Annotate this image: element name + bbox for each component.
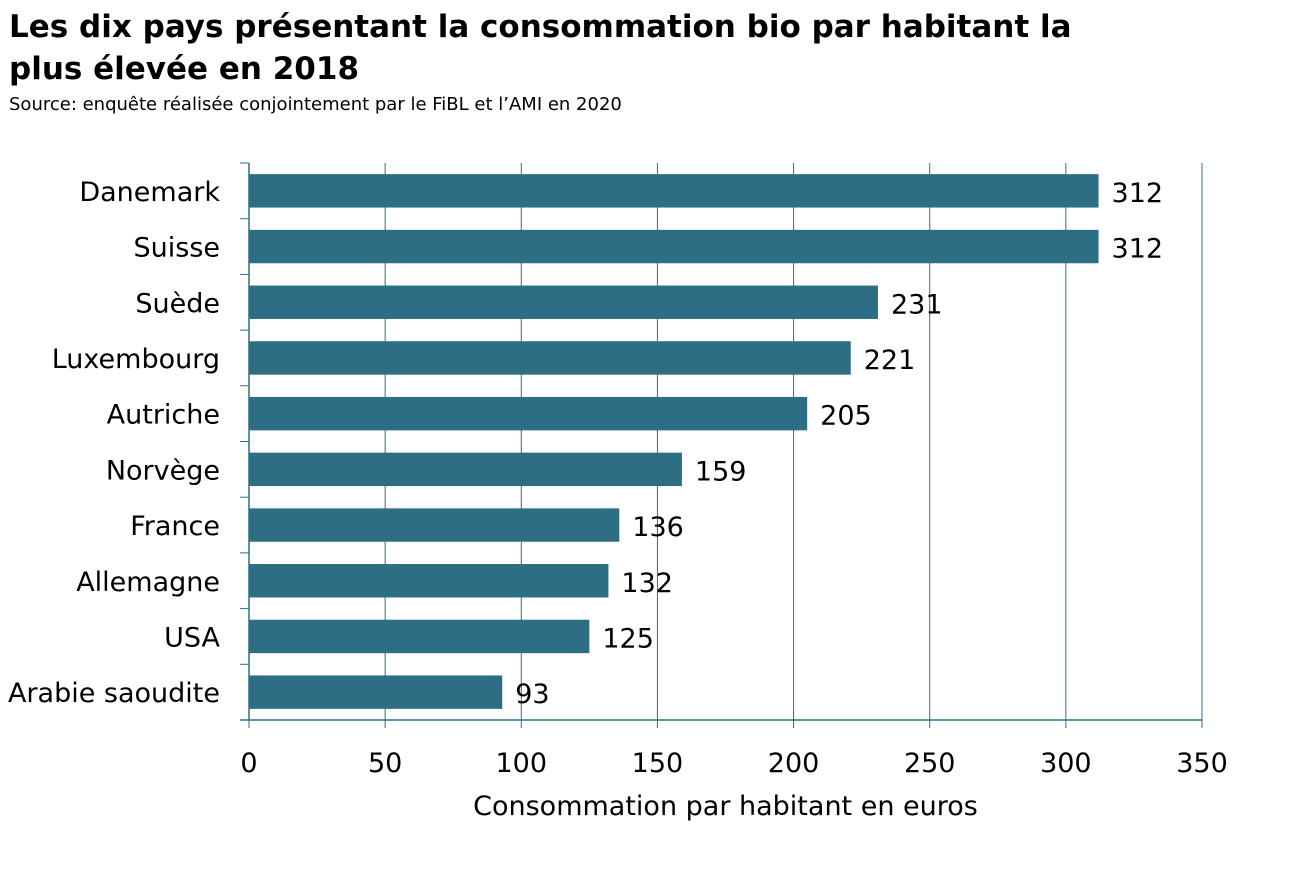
category-label-suede: Suède bbox=[135, 288, 220, 319]
value-label-autriche: 205 bbox=[820, 401, 872, 432]
value-label-usa: 125 bbox=[602, 623, 654, 654]
category-label-autriche: Autriche bbox=[107, 400, 220, 431]
category-labels: Danemark Suisse Suède Luxembourg Autriche Nor… bbox=[8, 177, 221, 709]
x-tick-label-350: 350 bbox=[1176, 748, 1228, 779]
value-label-norvege: 159 bbox=[695, 456, 747, 487]
x-axis-title: Consommation par habitant en euros bbox=[473, 791, 978, 822]
bar-luxembourg bbox=[249, 341, 851, 375]
bar-usa bbox=[249, 619, 590, 654]
chart-subtitle: Source: enquête réalisée conjointement p… bbox=[9, 94, 622, 115]
x-tick-label-200: 200 bbox=[768, 748, 820, 779]
value-label-suisse: 312 bbox=[1112, 234, 1164, 265]
x-tick-label-300: 300 bbox=[1040, 748, 1092, 779]
value-label-arabie-saoudite: 93 bbox=[515, 679, 549, 710]
value-label-luxembourg: 221 bbox=[864, 345, 916, 376]
bar-danemark bbox=[249, 174, 1099, 208]
value-label-danemark: 312 bbox=[1112, 178, 1164, 209]
x-tick-label-150: 150 bbox=[632, 748, 684, 779]
bar-allemagne bbox=[249, 564, 609, 598]
category-label-norvege: Norvège bbox=[106, 455, 220, 486]
value-label-allemagne: 132 bbox=[621, 568, 673, 599]
x-tick-label-50: 50 bbox=[368, 748, 402, 779]
bar-autriche bbox=[249, 396, 808, 431]
category-label-allemagne: Allemagne bbox=[76, 567, 220, 598]
x-tick-label-0: 0 bbox=[240, 748, 257, 779]
bar-arabie-saoudite bbox=[249, 675, 503, 709]
value-label-france: 136 bbox=[632, 512, 684, 543]
x-tick-label-100: 100 bbox=[496, 748, 548, 779]
bar-suede bbox=[249, 285, 878, 319]
x-tick-labels: 0 50 100 150 200 250 300 350 bbox=[240, 748, 1227, 779]
chart-title: Les dix pays présentant la consommation … bbox=[9, 9, 1072, 87]
axes bbox=[240, 162, 1203, 728]
bars bbox=[249, 174, 1099, 709]
category-label-usa: USA bbox=[164, 622, 220, 653]
category-label-luxembourg: Luxembourg bbox=[52, 344, 220, 375]
category-label-danemark: Danemark bbox=[79, 177, 220, 208]
bar-suisse bbox=[249, 229, 1099, 264]
category-label-arabie-saoudite: Arabie saoudite bbox=[8, 678, 220, 709]
category-label-suisse: Suisse bbox=[134, 233, 221, 264]
category-label-france: France bbox=[130, 511, 220, 542]
value-label-suede: 231 bbox=[891, 289, 943, 320]
bar-france bbox=[249, 508, 620, 542]
value-labels: 312 312 231 221 205 159 136 132 125 93 bbox=[515, 178, 1163, 710]
x-tick-label-250: 250 bbox=[904, 748, 956, 779]
bar-norvege bbox=[249, 452, 682, 487]
